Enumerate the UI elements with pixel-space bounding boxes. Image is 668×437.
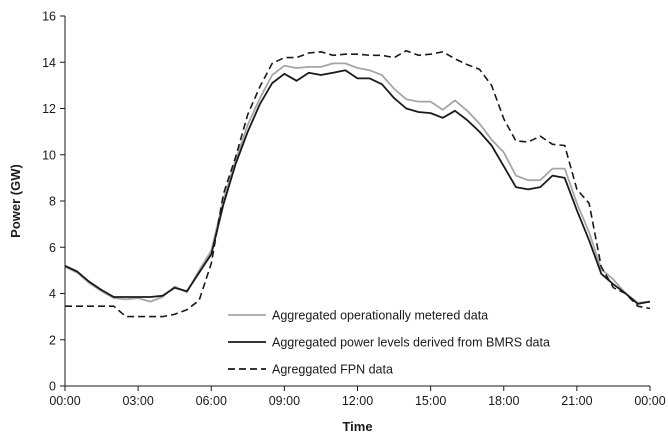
x-tick-label: 15:00 <box>415 394 446 408</box>
tick-labels: 0 2 4 6 8 10 12 14 16 00:00 03:00 06:00 09:00 12:00 15… <box>42 10 666 409</box>
y-tick-label: 10 <box>42 148 56 162</box>
y-tick-label: 0 <box>49 380 56 394</box>
x-tick-label: 18:00 <box>488 394 519 408</box>
y-tick-label: 16 <box>42 10 56 24</box>
x-tick-label: 09:00 <box>269 394 300 408</box>
y-tick-label: 12 <box>42 102 56 116</box>
series-line-1 <box>64 62 651 304</box>
x-axis-title: Time <box>342 419 372 434</box>
series-line-3 <box>65 49 651 318</box>
x-tick-label: 00:00 <box>634 394 665 408</box>
y-tick-label: 4 <box>49 287 56 301</box>
y-tick-label: 2 <box>49 333 56 347</box>
x-tick-label: 06:00 <box>196 394 227 408</box>
series-line-2 <box>64 69 651 305</box>
plot-area <box>64 49 651 318</box>
x-tick-label: 12:00 <box>342 394 373 408</box>
x-tick-label: 00:00 <box>49 394 80 408</box>
x-tick-label: 21:00 <box>561 394 592 408</box>
axes <box>60 15 651 391</box>
y-tick-label: 6 <box>49 241 56 255</box>
legend-label-1: Aggregated operationally metered data <box>272 309 488 323</box>
y-tick-label: 14 <box>42 56 56 70</box>
x-tick-label: 03:00 <box>122 394 153 408</box>
y-axis-title: Power (GW) <box>8 164 23 238</box>
y-tick-label: 8 <box>49 195 56 209</box>
legend: Aggregated operationally metered data Agg… <box>228 309 550 377</box>
legend-label-3: Agreggated FPN data <box>272 363 393 377</box>
legend-label-2: Aggregated power levels derived from BMR… <box>272 336 550 350</box>
